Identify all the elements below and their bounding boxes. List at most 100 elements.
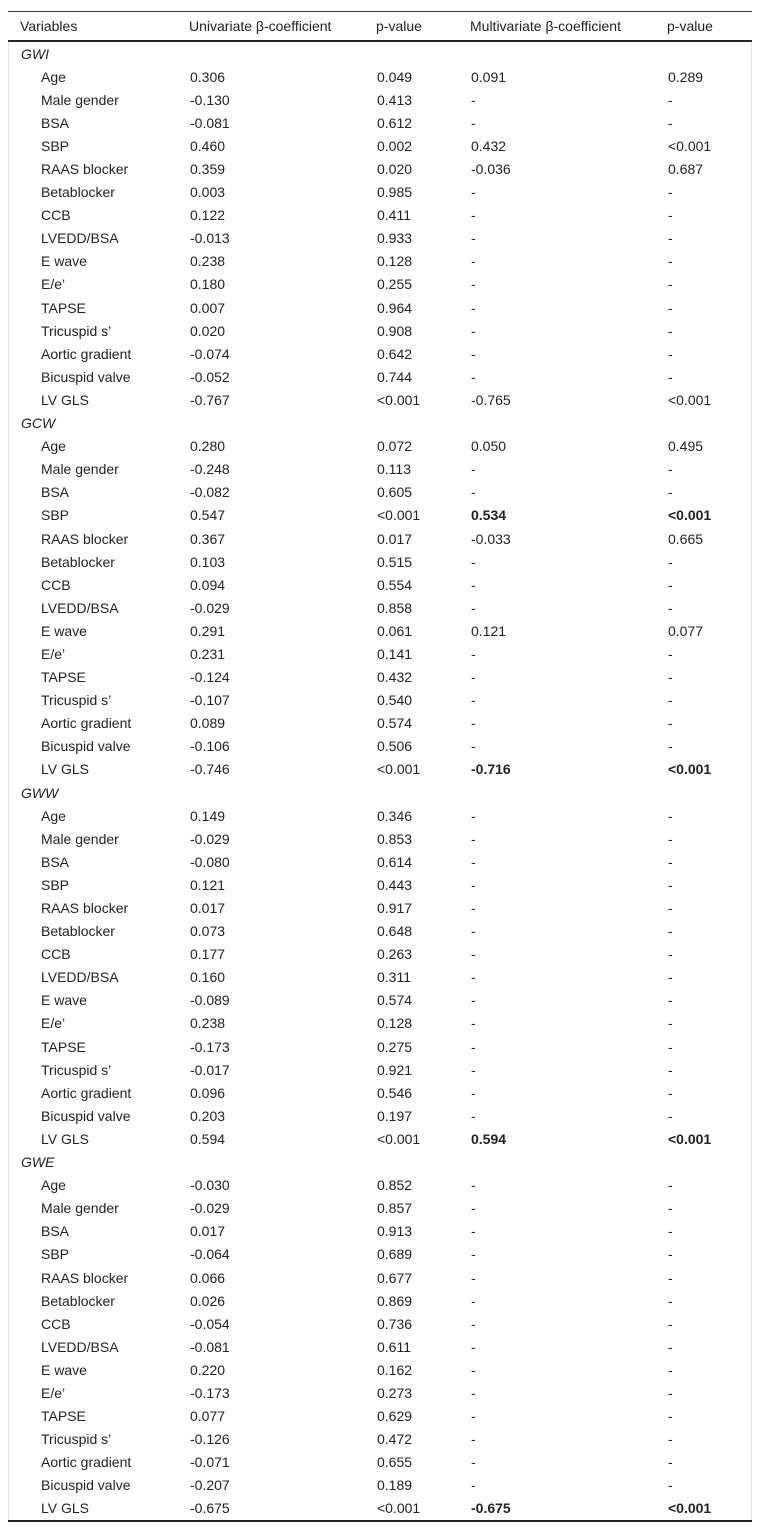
univariate-beta-cell: 0.359: [190, 161, 226, 178]
multivariate-p-cell: -: [668, 599, 673, 616]
variable-cell: SBP: [41, 1246, 70, 1263]
multivariate-p-cell: -: [668, 923, 673, 940]
multivariate-beta-cell: -: [471, 1384, 476, 1401]
multivariate-p-cell: -: [668, 322, 673, 339]
univariate-p-cell: 0.858: [377, 599, 413, 616]
group-label: GWE: [21, 1154, 55, 1171]
multivariate-beta-cell: -: [471, 484, 476, 501]
table-row: LV GLS -0.746 <0.001 -0.716 <0.001: [9, 758, 751, 781]
multivariate-beta-cell: -: [471, 969, 476, 986]
multivariate-beta-cell: -: [471, 645, 476, 662]
group-label: GWI: [21, 45, 49, 62]
variable-cell: RAAS blocker: [41, 900, 129, 917]
multivariate-beta-cell: 0.050: [471, 438, 507, 455]
table-row: Age 0.280 0.072 0.050 0.495: [9, 435, 751, 458]
multivariate-beta-cell: -: [471, 1038, 476, 1055]
multivariate-beta-cell: -: [471, 1177, 476, 1194]
univariate-p-cell: 0.629: [377, 1408, 413, 1425]
variable-cell: Age: [41, 438, 66, 455]
univariate-p-cell: 0.049: [377, 68, 413, 85]
table-row: RAAS blocker 0.017 0.917 - -: [9, 896, 751, 919]
univariate-p-cell: 0.432: [377, 669, 413, 686]
univariate-beta-cell: -0.126: [190, 1431, 230, 1448]
multivariate-beta-cell: -: [471, 276, 476, 293]
univariate-beta-cell: 0.026: [190, 1292, 226, 1309]
multivariate-beta-cell: -: [471, 1107, 476, 1124]
univariate-beta-cell: 0.020: [190, 322, 226, 339]
multivariate-p-cell: -: [668, 692, 673, 709]
multivariate-beta-cell: -: [471, 1431, 476, 1448]
multivariate-beta-cell: -: [471, 1015, 476, 1032]
variable-cell: Male gender: [41, 1200, 119, 1217]
univariate-p-cell: 0.273: [377, 1384, 413, 1401]
univariate-p-cell: 0.020: [377, 161, 413, 178]
multivariate-beta-cell: -: [471, 1361, 476, 1378]
univariate-p-cell: 0.189: [377, 1477, 413, 1494]
univariate-p-cell: 0.443: [377, 876, 413, 893]
multivariate-beta-cell: -: [471, 184, 476, 201]
univariate-beta-cell: -0.013: [190, 230, 230, 247]
multivariate-p-cell: -: [668, 1223, 673, 1240]
univariate-p-cell: 0.002: [377, 137, 413, 154]
univariate-p-cell: 0.736: [377, 1315, 413, 1332]
table-row: RAAS blocker 0.359 0.020 -0.036 0.687: [9, 157, 751, 180]
univariate-p-cell: 0.515: [377, 553, 413, 570]
multivariate-p-cell: -: [668, 1038, 673, 1055]
univariate-beta-cell: -0.030: [190, 1177, 230, 1194]
univariate-p-cell: <0.001: [377, 1130, 421, 1147]
table-row: E wave -0.089 0.574 - -: [9, 989, 751, 1012]
univariate-p-cell: 0.472: [377, 1431, 413, 1448]
multivariate-p-cell: -: [668, 207, 673, 224]
univariate-p-cell: 0.869: [377, 1292, 413, 1309]
variable-cell: SBP: [41, 507, 70, 524]
univariate-p-cell: 0.964: [377, 299, 413, 316]
univariate-beta-cell: -0.767: [190, 391, 230, 408]
table-row: BSA -0.082 0.605 - -: [9, 481, 751, 504]
variable-cell: Male gender: [41, 461, 119, 478]
regression-table: Variables Univariate β-coefficient p-val…: [8, 11, 752, 1522]
header-variables: Variables: [20, 18, 78, 34]
variable-cell: Tricuspid s’: [41, 322, 112, 339]
variable-cell: Aortic gradient: [41, 715, 132, 732]
variable-cell: Tricuspid s’: [41, 1061, 112, 1078]
multivariate-p-cell: <0.001: [668, 1500, 712, 1517]
multivariate-p-cell: -: [668, 738, 673, 755]
univariate-p-cell: 0.612: [377, 114, 413, 131]
table-row: SBP 0.121 0.443 - -: [9, 873, 751, 896]
univariate-beta-cell: 0.160: [190, 969, 226, 986]
table-row: RAAS blocker 0.367 0.017 -0.033 0.665: [9, 527, 751, 550]
multivariate-p-cell: -: [668, 1292, 673, 1309]
multivariate-p-cell: -: [668, 1454, 673, 1471]
multivariate-beta-cell: -: [471, 1292, 476, 1309]
multivariate-p-cell: -: [668, 876, 673, 893]
variable-cell: LV GLS: [41, 1500, 89, 1517]
univariate-p-cell: 0.540: [377, 692, 413, 709]
multivariate-beta-cell: -: [471, 299, 476, 316]
variable-cell: CCB: [41, 1315, 71, 1332]
multivariate-p-cell: -: [668, 1477, 673, 1494]
multivariate-p-cell: 0.495: [668, 438, 704, 455]
univariate-p-cell: 0.985: [377, 184, 413, 201]
univariate-beta-cell: -0.017: [190, 1061, 230, 1078]
variable-cell: LV GLS: [41, 1130, 89, 1147]
table-row: E wave 0.238 0.128 - -: [9, 250, 751, 273]
multivariate-beta-cell: -: [471, 738, 476, 755]
univariate-beta-cell: 0.547: [190, 507, 226, 524]
univariate-p-cell: 0.913: [377, 1223, 413, 1240]
table-row: Male gender -0.029 0.853 - -: [9, 827, 751, 850]
table-row: Bicuspid valve -0.106 0.506 - -: [9, 735, 751, 758]
multivariate-beta-cell: -: [471, 1246, 476, 1263]
univariate-p-cell: <0.001: [377, 1500, 421, 1517]
table-row: BSA -0.080 0.614 - -: [9, 850, 751, 873]
univariate-p-cell: 0.311: [377, 969, 411, 986]
univariate-p-cell: 0.642: [377, 345, 413, 362]
variable-cell: Age: [41, 1177, 66, 1194]
multivariate-p-cell: -: [668, 1177, 673, 1194]
univariate-beta-cell: -0.675: [190, 1500, 230, 1517]
univariate-p-cell: 0.677: [377, 1269, 413, 1286]
univariate-p-cell: 0.614: [377, 853, 413, 870]
univariate-p-cell: 0.611: [377, 1338, 411, 1355]
variable-cell: BSA: [41, 484, 70, 501]
variable-cell: LVEDD/BSA: [41, 1338, 119, 1355]
univariate-beta-cell: 0.103: [190, 553, 226, 570]
